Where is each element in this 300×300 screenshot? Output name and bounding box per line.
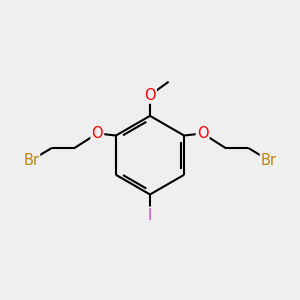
Text: O: O (144, 88, 156, 103)
Text: Br: Br (23, 153, 39, 168)
Text: O: O (197, 126, 208, 141)
Text: Br: Br (261, 153, 277, 168)
Text: I: I (148, 208, 152, 223)
Text: O: O (92, 126, 103, 141)
